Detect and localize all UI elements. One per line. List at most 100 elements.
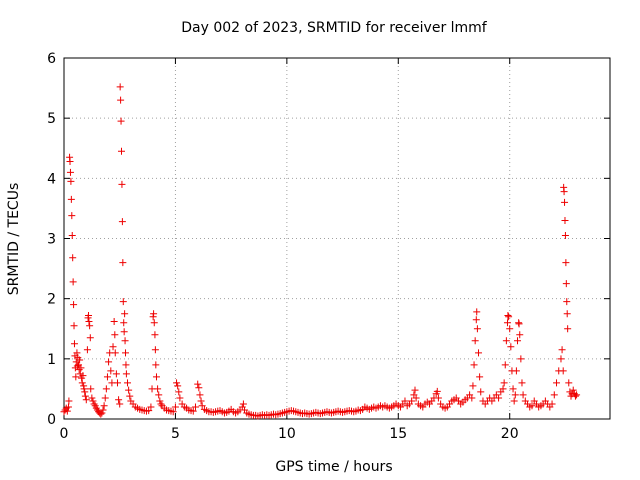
data-point (65, 397, 73, 405)
data-point (117, 96, 125, 104)
data-point (198, 402, 206, 410)
data-point (506, 325, 514, 333)
data-point (70, 301, 78, 309)
data-point (557, 355, 565, 363)
data-point (88, 394, 96, 402)
data-point (175, 388, 183, 396)
data-point (111, 331, 119, 339)
data-point (157, 400, 165, 408)
data-point (151, 346, 159, 354)
y-tick-label: 5 (47, 111, 56, 127)
data-point (69, 278, 77, 286)
data-point (120, 328, 128, 336)
data-point (60, 408, 68, 416)
x-tick-labels: 0 5 10 15 20 (60, 426, 519, 442)
data-point (563, 298, 571, 306)
data-point (122, 370, 130, 378)
data-point (76, 356, 84, 364)
data-point (122, 361, 130, 369)
data-point (152, 373, 160, 381)
data-point (116, 400, 124, 408)
data-point (66, 157, 74, 165)
data-point (101, 394, 109, 402)
data-point (98, 409, 106, 417)
data-point (81, 388, 89, 396)
grid-lines (64, 58, 610, 419)
data-point (495, 394, 503, 402)
data-point (117, 147, 125, 155)
y-axis-label: SRMTID / TECUs (6, 183, 22, 296)
data-point (70, 340, 78, 348)
data-point (189, 407, 197, 415)
data-point (89, 397, 97, 405)
data-point (477, 388, 485, 396)
data-point (113, 379, 121, 387)
data-point (121, 337, 129, 345)
data-point (64, 403, 72, 411)
data-point (72, 373, 80, 381)
data-point (468, 394, 476, 402)
data-point (77, 364, 85, 372)
data-point (68, 212, 76, 220)
data-point (565, 379, 573, 387)
data-point (87, 385, 95, 393)
data-point (195, 384, 203, 392)
data-point (476, 373, 484, 381)
y-tick-label: 6 (47, 51, 56, 67)
data-point (500, 379, 508, 387)
data-point (571, 392, 579, 400)
data-point (516, 331, 524, 339)
data-point (507, 343, 515, 351)
data-point (469, 382, 477, 390)
data-point (501, 361, 509, 369)
data-point (569, 386, 577, 394)
data-point (124, 379, 132, 387)
data-point (110, 318, 118, 326)
data-point (473, 308, 481, 316)
data-point (86, 322, 94, 330)
data-point (80, 385, 88, 393)
data-point (515, 320, 523, 328)
data-point (475, 349, 483, 357)
data-point (63, 407, 71, 415)
x-axis-label: GPS time / hours (275, 459, 392, 475)
data-point (82, 396, 90, 404)
data-point (559, 367, 567, 375)
data-point (120, 319, 128, 327)
data-point (125, 386, 133, 394)
y-tick-label: 2 (47, 292, 56, 308)
data-point (109, 343, 117, 351)
data-point (154, 385, 162, 393)
data-point (73, 349, 81, 357)
data-point (78, 379, 86, 387)
data-point (83, 346, 91, 354)
data-point (561, 216, 569, 224)
data-point (191, 403, 199, 411)
data-point (550, 391, 558, 399)
data-point (147, 403, 155, 411)
data-point (176, 394, 184, 402)
data-point (196, 391, 204, 399)
data-point (502, 337, 510, 345)
data-point (103, 373, 111, 381)
data-point (145, 407, 153, 415)
data-point (100, 402, 108, 410)
data-point (155, 391, 163, 399)
y-tick-label: 0 (47, 412, 56, 428)
data-point (519, 391, 527, 399)
data-point (558, 346, 566, 354)
data-point (116, 83, 124, 91)
y-tick-labels: 0 1 2 3 4 5 6 (47, 51, 56, 428)
data-point (112, 370, 120, 378)
data-point (119, 298, 127, 306)
y-tick-label: 3 (47, 232, 56, 248)
chart-title: Day 002 of 2023, SRMTID for receiver lmm… (181, 20, 488, 36)
x-tick-label: 10 (278, 426, 296, 442)
x-tick-label: 15 (389, 426, 407, 442)
data-point (194, 380, 202, 388)
data-point (511, 391, 519, 399)
data-point (560, 188, 568, 196)
data-point (239, 400, 247, 408)
data-point (505, 313, 513, 321)
